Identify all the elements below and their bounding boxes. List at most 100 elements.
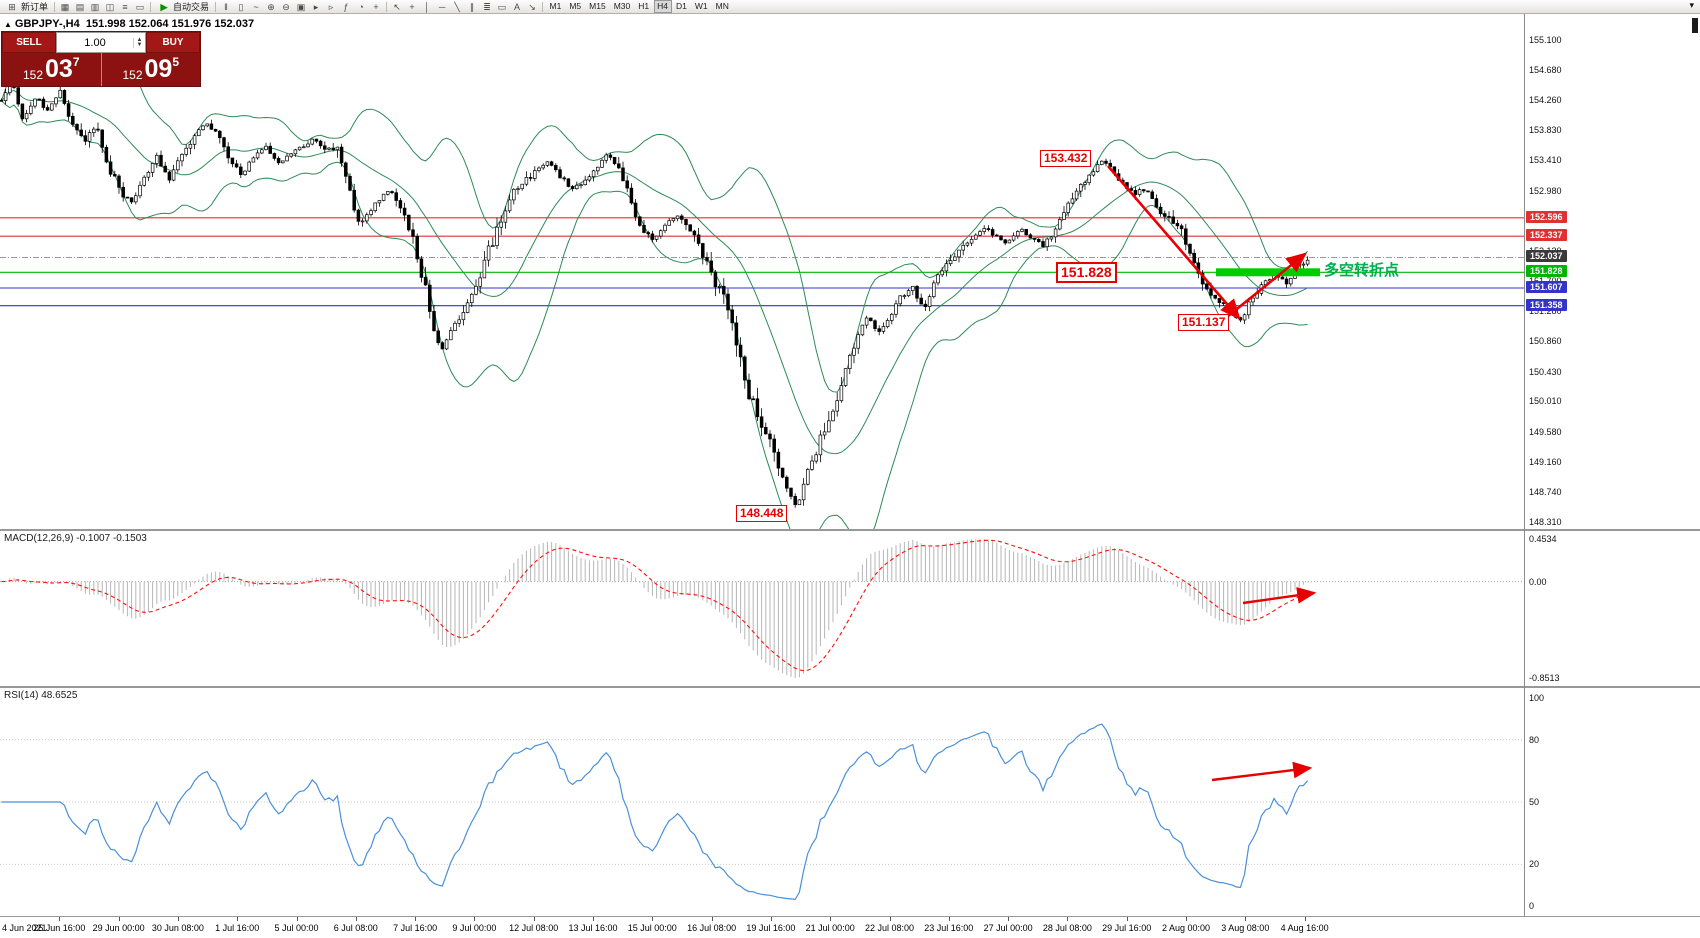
price-axis-tick: 150.010 bbox=[1529, 396, 1562, 406]
volume-field: ▲ ▼ bbox=[56, 32, 146, 53]
panel-separator[interactable] bbox=[0, 529, 1700, 531]
toolbar-separator bbox=[150, 1, 152, 12]
time-axis-label: 13 Jul 16:00 bbox=[568, 923, 618, 933]
swing-low-annotation: 151.137 bbox=[1178, 314, 1230, 331]
autotrade-play-icon: ▶ bbox=[160, 1, 168, 12]
buy-price-display[interactable]: 152 09 5 bbox=[102, 53, 201, 86]
vertical-line-icon[interactable]: │ bbox=[424, 1, 430, 12]
macd-panel-canvas[interactable] bbox=[0, 531, 1524, 686]
tile-windows-icon[interactable]: ▣ bbox=[296, 1, 306, 12]
market-watch-icon[interactable]: ▥ bbox=[90, 1, 100, 12]
sell-price-display[interactable]: 152 03 7 bbox=[2, 53, 101, 86]
candlestick-chart-icon[interactable]: ▯ bbox=[238, 1, 244, 12]
timeframe-m15-button[interactable]: M15 bbox=[589, 1, 606, 11]
time-axis-tick bbox=[533, 917, 535, 921]
fibonacci-icon[interactable]: ≣ bbox=[483, 1, 491, 12]
time-axis-tick bbox=[889, 917, 891, 921]
price-level-label: 152.337 bbox=[1526, 229, 1567, 241]
time-axis-tick bbox=[355, 917, 357, 921]
timeframe-w1-button[interactable]: W1 bbox=[694, 1, 708, 11]
trendline-icon[interactable]: ╲ bbox=[454, 1, 460, 12]
time-axis-label: 16 Jul 08:00 bbox=[687, 923, 737, 933]
template-add-icon[interactable]: + bbox=[373, 1, 379, 12]
chart-shift-icon[interactable]: ▹ bbox=[328, 1, 334, 12]
one-click-toggle-icon[interactable]: ▲ bbox=[4, 20, 12, 29]
volume-down-icon[interactable]: ▼ bbox=[136, 41, 143, 48]
price-chart-canvas[interactable] bbox=[0, 14, 1524, 529]
cursor-icon[interactable]: ↖ bbox=[393, 1, 401, 12]
time-axis-label: 3 Aug 08:00 bbox=[1221, 923, 1270, 933]
time-axis-label: 2 Aug 00:00 bbox=[1161, 923, 1211, 933]
price-axis-tick: 150.860 bbox=[1529, 336, 1562, 346]
price-axis-tick: 155.100 bbox=[1529, 35, 1562, 45]
time-axis-label: 4 Jun 2021 bbox=[2, 923, 47, 933]
shapes-icon[interactable]: ▭ bbox=[497, 1, 507, 12]
macd-axis-min: -0.8513 bbox=[1529, 673, 1560, 683]
arrow-icon[interactable]: ↘ bbox=[528, 1, 536, 12]
volume-up-icon[interactable]: ▲ bbox=[136, 36, 143, 43]
timeframe-m1-button[interactable]: M1 bbox=[549, 1, 562, 11]
time-axis-label: 4 Aug 16:00 bbox=[1280, 923, 1329, 933]
zoom-in-icon[interactable]: ⊕ bbox=[267, 1, 275, 12]
scrollbar[interactable] bbox=[1692, 18, 1698, 33]
channel-icon[interactable]: ∥ bbox=[469, 1, 475, 12]
timeframe-m5-button[interactable]: M5 bbox=[569, 1, 582, 11]
time-axis-tick bbox=[118, 917, 120, 921]
timeframe-h1-button[interactable]: H1 bbox=[638, 1, 650, 11]
bar-chart-icon[interactable]: ‖ bbox=[224, 1, 228, 12]
navigator-icon[interactable]: ≡ bbox=[122, 1, 128, 12]
profiles-icon[interactable]: ▤ bbox=[75, 1, 85, 12]
chart-window: 155.100 154.680 154.260 153.830 153.410 152.9… bbox=[0, 14, 1700, 938]
auto-scroll-icon[interactable]: ▸ bbox=[313, 1, 319, 12]
chart-ohlc-header: ▲ GBPJPY-,H4 151.998 152.064 151.976 152.… bbox=[4, 18, 254, 30]
new-order-icon: ⊞ bbox=[8, 1, 16, 12]
line-chart-icon[interactable]: ~ bbox=[253, 1, 259, 12]
toolbar-window-group: ▦ ▤ ▥ ◫ ≡ ▭ bbox=[58, 1, 147, 13]
data-window-icon[interactable]: ◫ bbox=[105, 1, 115, 12]
timeframe-m30-button[interactable]: M30 bbox=[613, 1, 631, 11]
ohlc-values: 151.998 152.064 151.976 152.037 bbox=[85, 18, 255, 30]
sell-button[interactable]: SELL bbox=[2, 32, 56, 53]
timeframe-h4-button[interactable]: H4 bbox=[653, 0, 672, 13]
time-axis-tick bbox=[474, 917, 476, 921]
toolbar-drawing-group: ↖ + │ ─ ╲ ∥ ≣ ▭ A ↘ bbox=[390, 1, 539, 13]
timeframe-mn-button[interactable]: MN bbox=[715, 1, 729, 11]
pivot-annotation: 151.828 bbox=[1056, 262, 1117, 283]
autotrading-button[interactable]: ▶ 自动交易 bbox=[154, 0, 212, 13]
volume-input[interactable] bbox=[57, 36, 133, 49]
buy-button[interactable]: BUY bbox=[146, 32, 200, 53]
sell-price-big: 152 bbox=[22, 68, 44, 82]
new-order-button[interactable]: ⊞ 新订单 bbox=[2, 0, 51, 13]
zoom-out-icon[interactable]: ⊖ bbox=[282, 1, 290, 12]
macd-axis-zero: 0.00 bbox=[1529, 577, 1547, 587]
text-icon[interactable]: A bbox=[514, 1, 521, 12]
price-axis-tick: 149.160 bbox=[1529, 457, 1562, 467]
toolbar: ⊞ 新订单 ▦ ▤ ▥ ◫ ≡ ▭ ▶ 自动交易 ‖ ▯ ~ ⊕ ⊖ ▣ ▸ ▹ ƒ ◔ + ↖ + │ ─ ╲ ∥ ≣ ▭… bbox=[0, 0, 1700, 14]
price-axis-tick: 153.830 bbox=[1529, 125, 1562, 135]
terminal-icon[interactable]: ▭ bbox=[135, 1, 145, 12]
crosshair-icon[interactable]: + bbox=[409, 1, 415, 12]
indicators-icon[interactable]: ƒ bbox=[343, 1, 349, 12]
time-axis-tick bbox=[652, 917, 654, 921]
chart-window-icon[interactable]: ▦ bbox=[60, 1, 70, 12]
toolbar-separator bbox=[542, 1, 544, 12]
rsi-axis-tick: 80 bbox=[1529, 735, 1540, 745]
rsi-axis-tick: 100 bbox=[1529, 693, 1545, 703]
buy-price-point: 5 bbox=[172, 55, 180, 69]
toolbar-overflow-icon[interactable]: ▾ bbox=[1689, 0, 1694, 10]
price-axis-tick: 154.260 bbox=[1529, 95, 1562, 105]
time-axis-tick bbox=[59, 917, 61, 921]
major-low-annotation: 148.448 bbox=[736, 505, 788, 522]
price-axis-tick: 150.430 bbox=[1529, 367, 1562, 377]
toolbar-separator bbox=[386, 1, 388, 12]
time-axis-tick bbox=[1245, 917, 1247, 921]
toolbar-separator bbox=[215, 1, 217, 12]
panel-separator[interactable] bbox=[0, 686, 1700, 688]
rsi-panel-canvas[interactable] bbox=[0, 688, 1524, 916]
period-icon[interactable]: ◔ bbox=[358, 1, 364, 12]
sell-price-pips: 03 bbox=[45, 55, 73, 83]
timeframe-d1-button[interactable]: D1 bbox=[676, 1, 687, 11]
price-axis-tick: 148.310 bbox=[1529, 517, 1562, 527]
horizontal-line-icon[interactable]: ─ bbox=[438, 1, 446, 12]
